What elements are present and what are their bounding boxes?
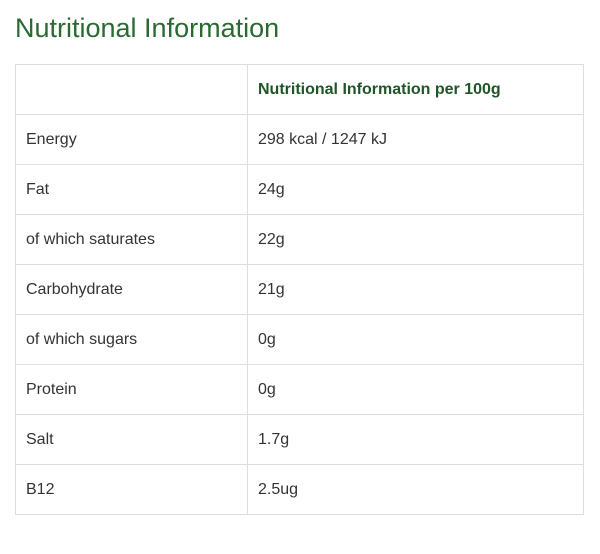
table-row: B12 2.5ug [15, 464, 584, 515]
nutrient-value: 0g [247, 364, 584, 415]
nutrient-name: Carbohydrate [15, 264, 248, 315]
nutrient-value: 298 kcal / 1247 kJ [247, 114, 584, 165]
nutrient-name: Energy [15, 114, 248, 165]
table-row: of which sugars 0g [15, 314, 584, 365]
page-title: Nutritional Information [15, 13, 280, 43]
table-row: Carbohydrate 21g [15, 264, 584, 315]
nutrient-name: Protein [15, 364, 248, 415]
table-row: Fat 24g [15, 164, 584, 215]
nutrient-name: B12 [15, 464, 248, 515]
nutrition-table: Nutritional Information per 100g Energy … [15, 64, 584, 515]
table-header-row: Nutritional Information per 100g [15, 64, 584, 115]
nutrient-value: 0g [247, 314, 584, 365]
nutrient-name: Salt [15, 414, 248, 465]
nutrient-name: of which sugars [15, 314, 248, 365]
header-cell-name [15, 64, 248, 115]
nutrient-name: Fat [15, 164, 248, 215]
nutrient-value: 24g [247, 164, 584, 215]
table-row: of which saturates 22g [15, 214, 584, 265]
nutrient-value: 1.7g [247, 414, 584, 465]
table-row: Protein 0g [15, 364, 584, 415]
table-row: Energy 298 kcal / 1247 kJ [15, 114, 584, 165]
header-cell-value: Nutritional Information per 100g [247, 64, 584, 115]
table-row: Salt 1.7g [15, 414, 584, 465]
nutrient-value: 22g [247, 214, 584, 265]
nutrient-name: of which saturates [15, 214, 248, 265]
nutrient-value: 21g [247, 264, 584, 315]
nutrient-value: 2.5ug [247, 464, 584, 515]
